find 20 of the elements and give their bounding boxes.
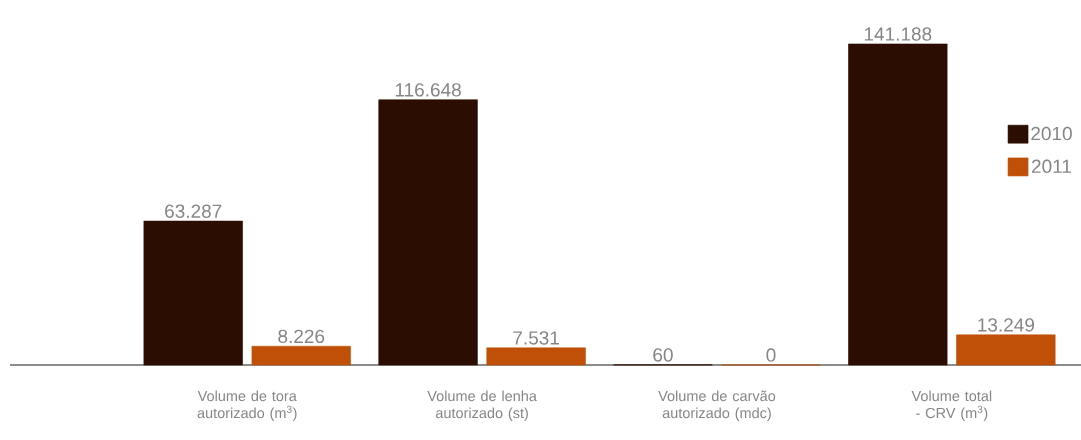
x-tick-label: Volume de lenha autorizado (st)	[427, 390, 537, 422]
data-label: 8.226	[278, 329, 325, 344]
data-label: 7.531	[513, 331, 559, 345]
bar	[378, 99, 478, 366]
bar	[848, 43, 948, 366]
x-tick-label: Volume de carvão autorizado (mdc)	[658, 390, 776, 422]
data-label: 63.287	[165, 204, 222, 218]
data-label: 141.188	[864, 27, 932, 41]
bar	[956, 334, 1056, 366]
data-label: 13.249	[978, 318, 1034, 332]
bar	[251, 345, 351, 366]
legend-label: 2010	[1031, 126, 1072, 141]
data-label: 60	[653, 348, 673, 362]
legend-label: 2011	[1032, 159, 1071, 174]
x-tick-label: Volume de tora autorizado (m$^{3}$)	[197, 390, 297, 422]
bar	[486, 347, 586, 366]
bar	[143, 220, 243, 366]
data-label: 116.648	[395, 83, 461, 97]
data-label: 0	[766, 348, 776, 362]
x-tick-label: Volume total - CRV (m$^{3}$)	[911, 390, 992, 422]
